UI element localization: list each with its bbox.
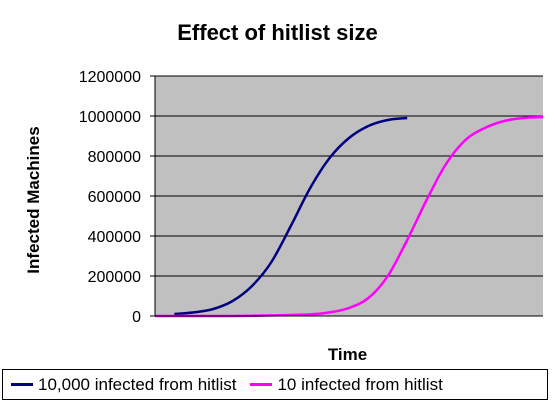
y-tick-label: 200000 [88, 269, 141, 286]
y-tick-label: 800000 [88, 149, 141, 166]
y-axis-ticks: 0 200000 400000 600000 800000 1000000 1200000 [79, 69, 155, 326]
y-tick-label: 0 [132, 309, 141, 326]
y-tick-label: 1000000 [79, 109, 141, 126]
x-axis-label: Time [327, 345, 368, 364]
legend-label: 10 infected from hitlist [277, 374, 443, 394]
series-line-0 [174, 116, 408, 316]
gridlines [155, 75, 543, 277]
legend-swatch-magenta [250, 383, 273, 386]
legend-label: 10,000 infected from hitlist [38, 374, 237, 394]
y-tick-label: 1200000 [79, 69, 141, 86]
legend-swatch-navy [11, 383, 33, 386]
legend-item-10-hitlist: 10 infected from hitlist [242, 374, 443, 395]
y-tick-label: 600000 [88, 189, 141, 206]
legend: 10,000 infected from hitlist 10 infected… [2, 369, 548, 400]
legend-item-10000-hitlist: 10,000 infected from hitlist [3, 375, 236, 395]
chart-title: Effect of hitlist size [177, 20, 378, 45]
y-tick-label: 400000 [88, 229, 141, 246]
